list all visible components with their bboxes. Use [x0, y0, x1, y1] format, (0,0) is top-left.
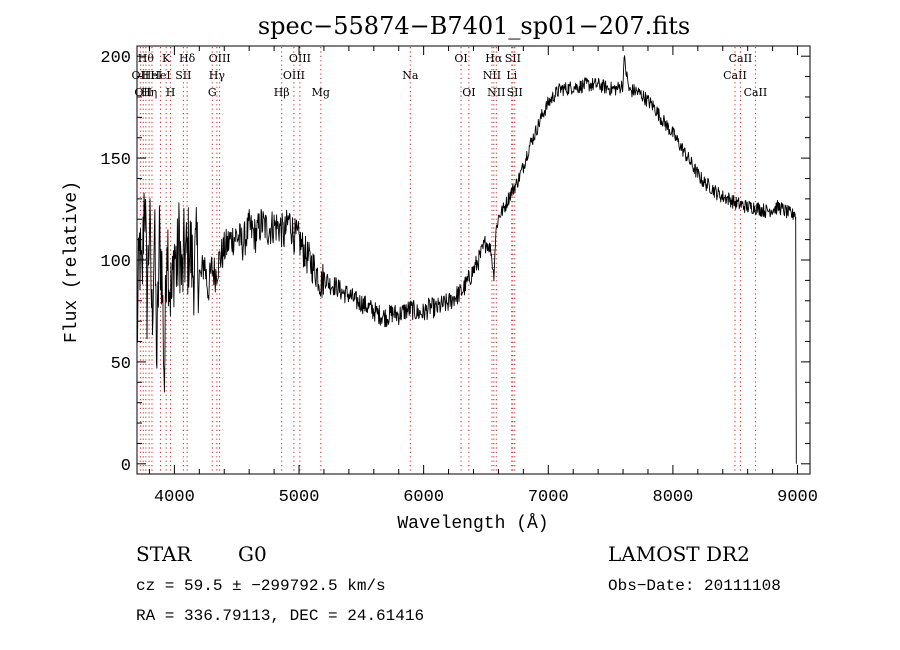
spectral-line-label: OIII — [209, 52, 231, 65]
x-tick-label: 4000 — [154, 488, 195, 507]
spectral-line-label: HeI — [150, 69, 170, 82]
spectral-line-label: NII — [483, 69, 501, 82]
spectral-line-label: CaII — [729, 52, 753, 65]
y-axis-label: Flux (relative) — [62, 181, 82, 343]
spectral-line-label: SII — [505, 52, 521, 65]
x-axis: 4000 5000 6000 7000 8000 9000 — [148, 46, 818, 507]
spectral-line-label: Hθ — [138, 52, 155, 65]
spectral-line-label: Hβ — [274, 86, 290, 99]
spectral-line-label: Hδ — [179, 52, 196, 65]
y-tick-label: 150 — [100, 151, 131, 170]
spectral-line-label: HeI — [142, 69, 162, 82]
spectral-line-label: OI — [454, 52, 467, 65]
spectral-line-label: K — [162, 52, 171, 65]
spectral-line-label: Na — [402, 69, 419, 82]
coords-text: RA = 336.79113, DEC = 24.61416 — [136, 607, 424, 625]
spectral-line-label: Hγ — [209, 69, 226, 82]
y-tick-label: 0 — [121, 457, 131, 476]
x-axis-label: Wavelength (Å) — [397, 513, 548, 534]
x-tick-label: 6000 — [403, 488, 444, 507]
survey-name: LAMOST DR2 — [608, 542, 750, 566]
spectral-line-label: Li — [506, 69, 517, 82]
spectral-line-label: SII — [175, 69, 191, 82]
object-subclass: G0 — [238, 542, 267, 566]
obs-date-text: Obs−Date: 20111108 — [608, 577, 781, 595]
spectral-line-label: CaII — [744, 86, 768, 99]
spectral-line-label: CaII — [723, 69, 747, 82]
spectral-line-label: OI — [462, 86, 475, 99]
plot-frame — [136, 45, 811, 475]
line-marker-group: OIIOIIHθHηHeIHeIKHSIIHδGHγOIIIHβOIIIOIII… — [132, 47, 768, 473]
spectral-line-label: SII — [507, 86, 523, 99]
y-tick-label: 100 — [100, 253, 131, 272]
spectral-line-label: Mg — [312, 86, 330, 99]
chart-title: spec−55874−B7401_sp01−207.fits — [258, 12, 690, 40]
y-axis: 0 50 100 150 200 — [100, 49, 810, 476]
spectral-line-label: OII — [134, 86, 152, 99]
x-tick-label: 5000 — [279, 488, 320, 507]
object-class: STAR — [136, 542, 192, 566]
y-tick-label: 200 — [100, 49, 131, 68]
x-tick-label: 8000 — [653, 488, 694, 507]
spectrum-line — [136, 55, 797, 464]
series-group — [136, 55, 797, 464]
spectral-line-label: OIII — [289, 52, 311, 65]
x-tick-label: 7000 — [528, 488, 569, 507]
spectral-line-label: OII — [132, 69, 150, 82]
velocity-text: cz = 59.5 ± −299792.5 km/s — [136, 577, 386, 595]
y-tick-label: 50 — [111, 355, 131, 374]
spectral-line-label: G — [208, 86, 217, 99]
spectral-line-label: H — [166, 86, 176, 99]
spectral-line-label: OIII — [283, 69, 305, 82]
spectral-line-label: Hα — [485, 52, 503, 65]
x-tick-label: 9000 — [777, 488, 818, 507]
spectral-line-label: Hη — [141, 86, 157, 99]
spectral-line-label: NII — [487, 86, 505, 99]
